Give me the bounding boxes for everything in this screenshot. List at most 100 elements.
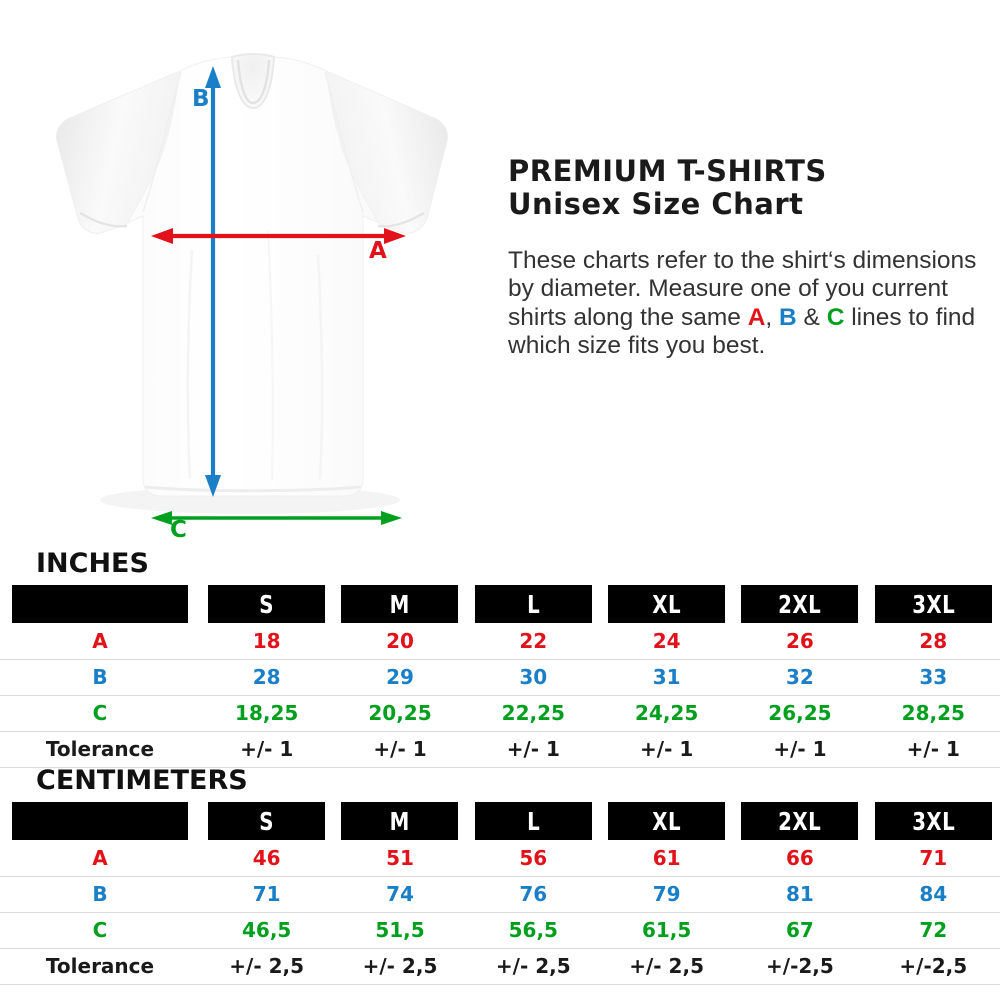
page-title-line2: Unisex Size Chart	[508, 187, 804, 222]
inches-col-blank	[12, 585, 189, 623]
cm-b-3xl: 84	[866, 876, 1000, 913]
shirt-left-shoulder-seam	[142, 71, 182, 213]
cm-a-2xl: 66	[733, 840, 867, 877]
cm-col-s: S	[208, 802, 326, 840]
inches-row-label-b: B	[0, 659, 201, 696]
inches-caption: INCHES	[36, 548, 149, 579]
cm-tol-m: +/- 2,5	[333, 948, 467, 985]
cm-a-xl: 61	[599, 840, 734, 877]
inches-b-l: 30	[466, 659, 600, 696]
cm-tol-xl: +/- 2,5	[599, 948, 734, 985]
inches-b-3xl: 33	[866, 659, 1000, 696]
tshirt-illustration	[56, 53, 448, 525]
table-row: C 46,5 51,5 56,5 61,5 67 72	[0, 912, 1000, 949]
cm-c-l: 56,5	[466, 912, 600, 949]
cm-c-2xl: 67	[733, 912, 867, 949]
cm-col-2xl: 2XL	[741, 802, 859, 840]
cm-a-l: 56	[466, 840, 600, 877]
inches-tol-xl: +/- 1	[599, 731, 734, 768]
cm-b-xl: 79	[599, 876, 734, 913]
shirt-left-sleeve-hem	[79, 212, 128, 228]
diagram-label-a: A	[369, 238, 387, 264]
inches-tol-l: +/- 1	[466, 731, 600, 768]
inches-header-row: S M L XL 2XL 3XL	[0, 585, 1000, 623]
inches-tol-3xl: +/- 1	[866, 731, 1000, 768]
inches-a-s: 18	[200, 623, 334, 660]
inches-a-2xl: 26	[733, 623, 867, 660]
page-title-line1: PREMIUM T-SHIRTS	[508, 154, 827, 188]
table-row: B 28 29 30 31 32 33	[0, 659, 1000, 696]
description-text-part1: These charts refer to the shirt‘s dimens…	[508, 246, 977, 331]
cm-tol-3xl: +/-2,5	[866, 948, 1000, 985]
cm-a-m: 51	[333, 840, 467, 877]
inches-row-label-a: A	[0, 623, 201, 660]
diagram-label-b: B	[192, 86, 210, 112]
description-sep1: ,	[765, 303, 780, 331]
inches-col-3xl: 3XL	[874, 585, 992, 623]
description-letter-a: A	[747, 303, 766, 331]
description-text-part2: lines to find which size fits you best.	[508, 303, 976, 360]
measure-arrow-a	[151, 228, 406, 244]
inches-tol-m: +/- 1	[333, 731, 467, 768]
cm-a-3xl: 71	[866, 840, 1000, 877]
cm-tol-2xl: +/-2,5	[733, 948, 867, 985]
shirt-right-shoulder-seam	[324, 71, 364, 213]
cm-col-l: L	[474, 802, 592, 840]
cm-c-s: 46,5	[200, 912, 334, 949]
cm-c-xl: 61,5	[599, 912, 734, 949]
cm-col-m: M	[341, 802, 459, 840]
centimeters-section: CENTIMETERS S M L XL 2XL 3XL A 46 51	[0, 765, 1000, 985]
inches-row-label-tolerance: Tolerance	[0, 731, 201, 768]
table-row: A 18 20 22 24 26 28	[0, 623, 1000, 660]
description-paragraph: These charts refer to the shirt‘s dimens…	[508, 247, 978, 361]
measure-arrow-b	[205, 66, 221, 497]
inches-tol-2xl: +/- 1	[733, 731, 867, 768]
inches-col-s: S	[208, 585, 326, 623]
cm-b-m: 74	[333, 876, 467, 913]
cm-row-label-c: C	[0, 912, 201, 949]
cm-row-label-tolerance: Tolerance	[0, 948, 201, 985]
cm-col-xl: XL	[607, 802, 726, 840]
diagram-label-c: C	[170, 517, 187, 543]
cm-col-blank	[12, 802, 189, 840]
table-row: A 46 51 56 61 66 71	[0, 840, 1000, 877]
cm-a-s: 46	[200, 840, 334, 877]
inches-b-xl: 31	[599, 659, 734, 696]
cm-row-label-b: B	[0, 876, 201, 913]
inches-c-l: 22,25	[466, 695, 600, 732]
shirt-right-sleeve-hem	[377, 212, 425, 228]
inches-c-3xl: 28,25	[866, 695, 1000, 732]
inches-c-xl: 24,25	[599, 695, 734, 732]
inches-c-2xl: 26,25	[733, 695, 867, 732]
inches-section: INCHES S M L XL 2XL 3XL A 18 20	[0, 548, 1000, 768]
inches-a-xl: 24	[599, 623, 734, 660]
inches-col-m: M	[341, 585, 459, 623]
shirt-fold-left	[186, 249, 194, 479]
inches-b-m: 29	[333, 659, 467, 696]
inches-col-l: L	[474, 585, 592, 623]
table-row: C 18,25 20,25 22,25 24,25 26,25 28,25	[0, 695, 1000, 732]
shirt-left-sleeve	[56, 70, 181, 234]
centimeters-header-row: S M L XL 2XL 3XL	[0, 802, 1000, 840]
inches-table: S M L XL 2XL 3XL A 18 20 22 24 26 28	[0, 585, 1000, 768]
header-text-block: PREMIUM T-SHIRTS Unisex Size Chart These…	[508, 155, 978, 361]
inches-a-3xl: 28	[866, 623, 1000, 660]
shirt-bottom-hem	[144, 485, 362, 493]
inches-a-l: 22	[466, 623, 600, 660]
cm-tol-s: +/- 2,5	[200, 948, 334, 985]
cm-c-m: 51,5	[333, 912, 467, 949]
table-row: B 71 74 76 79 81 84	[0, 876, 1000, 913]
shirt-fold-right	[316, 254, 324, 480]
inches-row-label-c: C	[0, 695, 201, 732]
cm-b-l: 76	[466, 876, 600, 913]
tshirt-diagram: A B C	[0, 0, 500, 545]
shirt-right-sleeve	[325, 70, 448, 234]
cm-c-3xl: 72	[866, 912, 1000, 949]
description-letter-c: C	[826, 303, 845, 331]
inches-tol-s: +/- 1	[200, 731, 334, 768]
cm-b-2xl: 81	[733, 876, 867, 913]
cm-tol-l: +/- 2,5	[466, 948, 600, 985]
description-letter-b: B	[779, 303, 797, 331]
description-sep2: &	[796, 303, 827, 331]
